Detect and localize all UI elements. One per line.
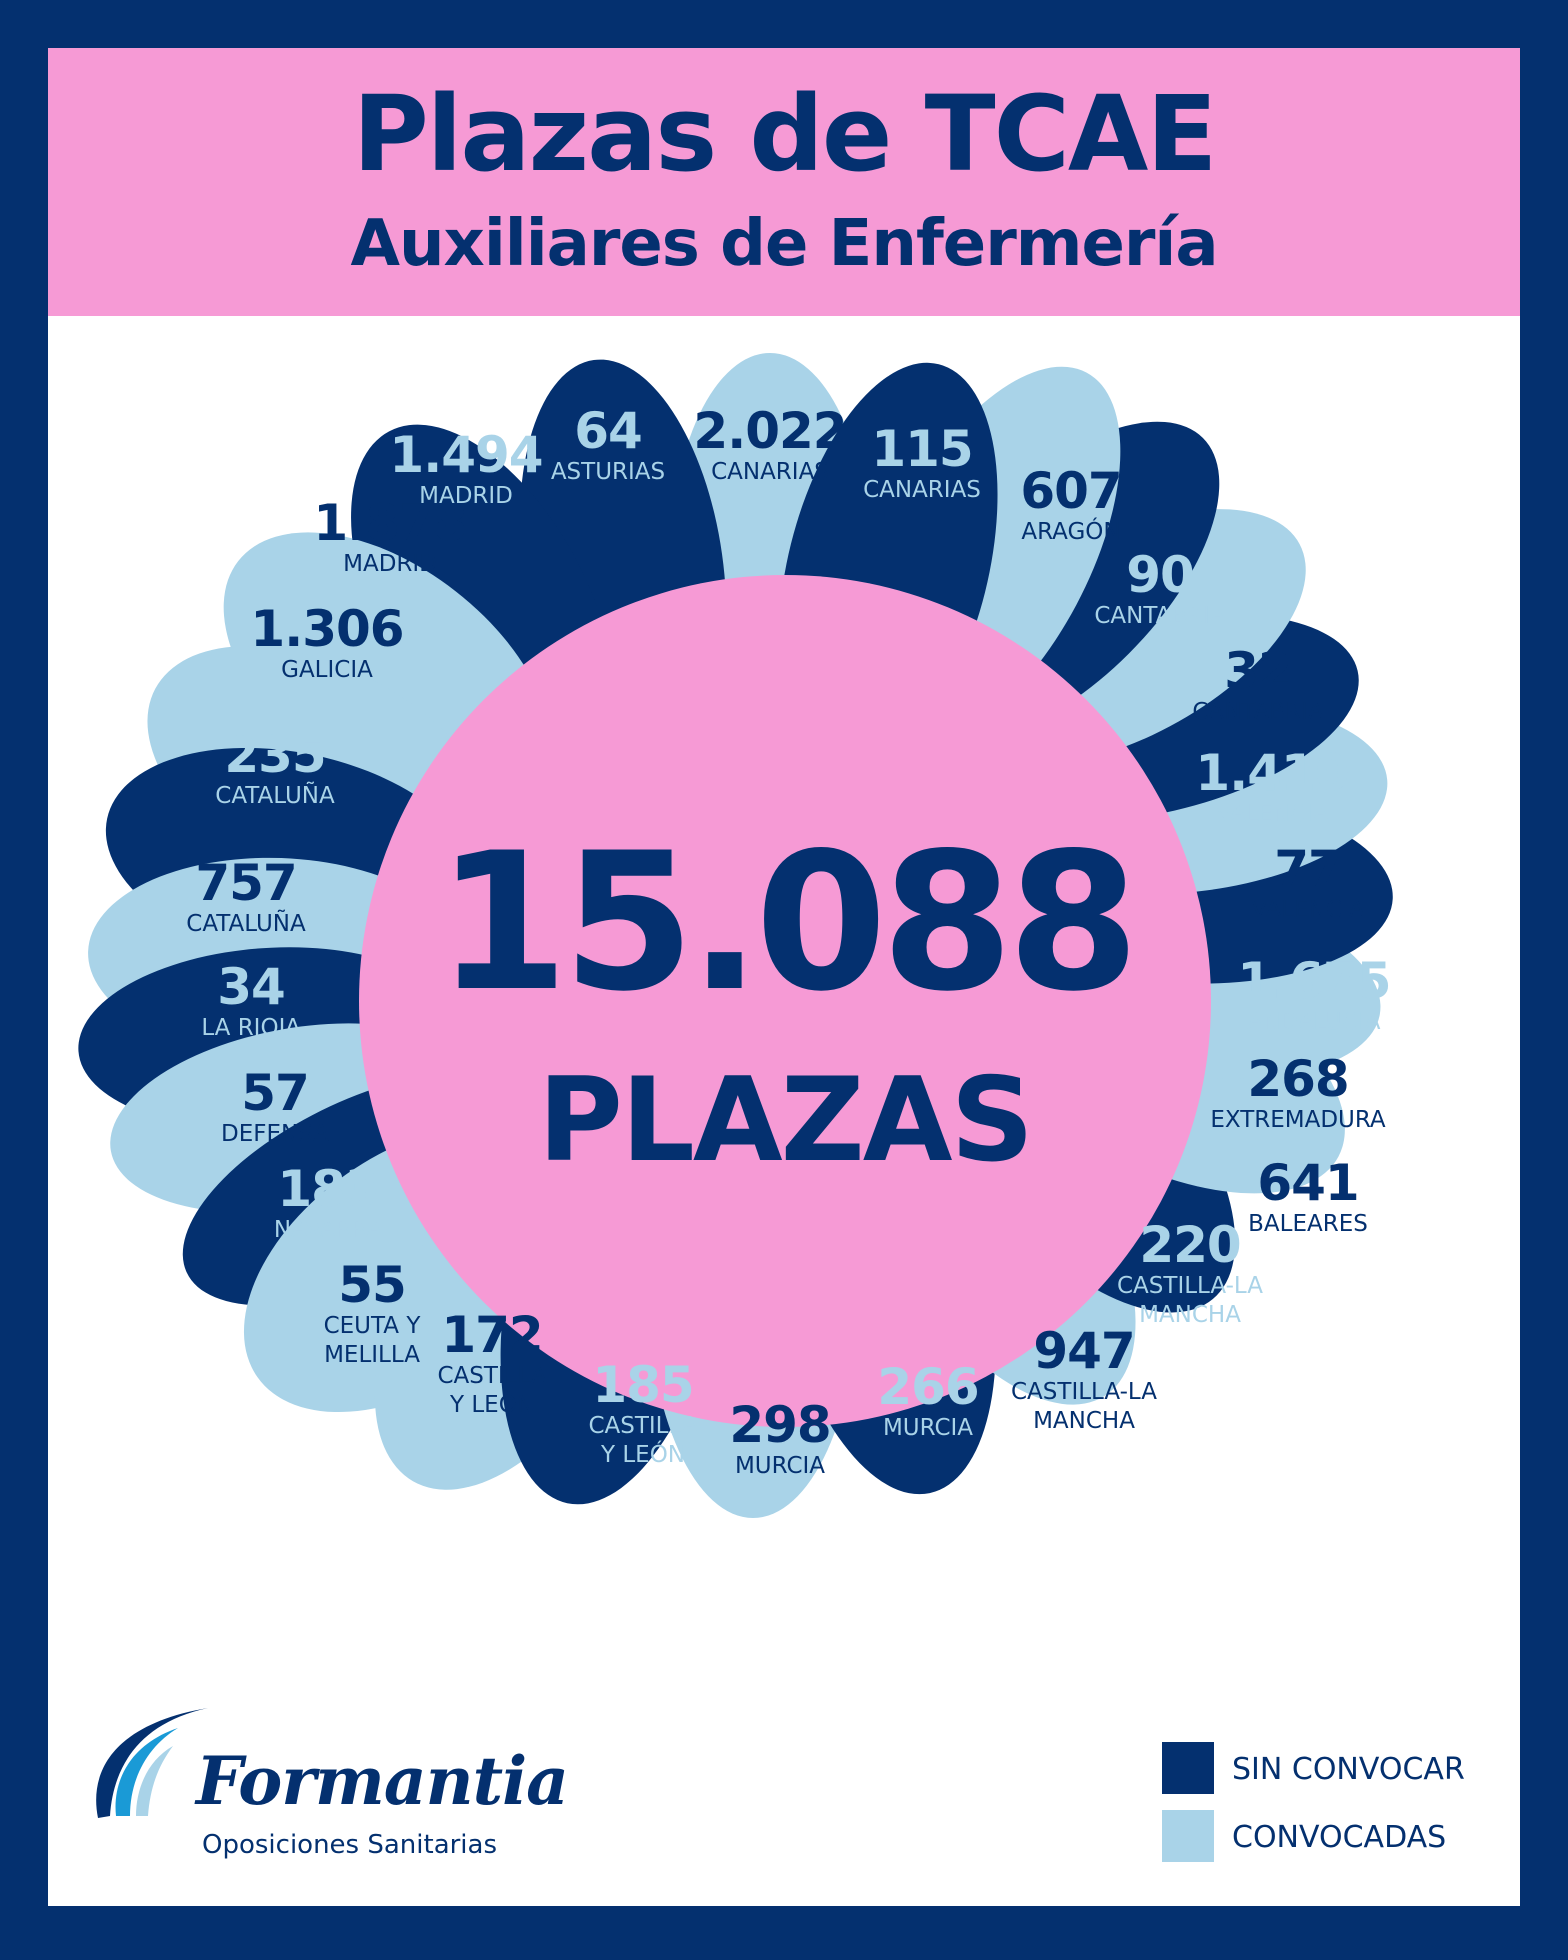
- total-plazas-label: PLAZAS: [537, 1053, 1034, 1188]
- petal-label-canarias-convocadas: 2.022 CANARIAS: [693, 402, 847, 485]
- swoosh-icon: [96, 1708, 208, 1818]
- petal-label-navarra: 183 NAVARRA: [273, 1160, 383, 1243]
- petal-label-galicia: 1.306 GALICIA: [250, 600, 404, 683]
- petal-label-asturias: 64 ASTURIAS: [550, 402, 666, 485]
- legend-swatch-light-blue: [1162, 1810, 1214, 1862]
- formantia-logo: Formantia Oposiciones Sanitarias: [78, 1698, 569, 1868]
- petal-label-castilla-la-mancha-sin-convocar: 220 CASTILLA-LA MANCHA: [1117, 1216, 1263, 1329]
- legend-label: SIN CONVOCAR: [1232, 1752, 1465, 1787]
- petal-label-castilla-leon-convocadas: 172 CASTILLA Y LEÓN: [437, 1306, 547, 1419]
- petal-label-baleares: 641 BALEARES: [1248, 1154, 1368, 1237]
- page-title: Plazas de TCAE: [352, 73, 1218, 195]
- logo-wordmark: Formantia: [196, 1742, 569, 1820]
- petal-label-madrid-convocadas: 1.878 MADRID: [313, 494, 467, 577]
- petal-label-cataluna-convocadas: 757 CATALUÑA: [186, 854, 306, 937]
- petal-label-extremadura: 268 EXTREMADURA: [1210, 1050, 1386, 1133]
- total-plazas-number: 15.088: [436, 812, 1139, 1033]
- petal-label-valencia-sin-convocar: 1.410 VALENCIA: [1195, 744, 1349, 827]
- petal-label-la-rioja: 34 LA RIOJA: [201, 958, 301, 1041]
- petal-label-ceuta-melilla: 55 CEUTA Y MELILLA: [323, 1256, 421, 1369]
- petal-label-cantabria-convocadas: 32 CANTABRIA: [1192, 642, 1324, 725]
- flower-chart: 15.088 PLAZAS 64 ASTURIAS 2.022 CANARIAS…: [48, 48, 1520, 1906]
- logo-tagline: Oposiciones Sanitarias: [202, 1830, 498, 1860]
- petal-label-valencia-convocadas: 77 VALENCIA: [1251, 840, 1365, 923]
- petal-label-madrid-sin-convocar: 1.494 MADRID: [389, 426, 543, 509]
- infographic-frame: Plazas de TCAE Auxiliares de Enfermería: [48, 48, 1520, 1906]
- legend-swatch-navy: [1162, 1742, 1214, 1794]
- petal-label-defensa: 57 DEFENSA: [221, 1064, 329, 1147]
- petal-label-castilla-la-mancha-convocadas: 947 CASTILLA-LA MANCHA: [1011, 1322, 1157, 1435]
- petal-label-cataluna-sin-convocar: 235 CATALUÑA: [215, 726, 335, 809]
- petal-label-cantabria-sin-convocar: 90 CANTABRIA: [1094, 546, 1226, 629]
- petal-label-canarias-sin-convocar: 115 CANARIAS: [863, 420, 981, 503]
- header-banner: Plazas de TCAE Auxiliares de Enfermería: [48, 48, 1520, 316]
- petal-label-murcia-sin-convocar: 266 MURCIA: [877, 1358, 979, 1441]
- legend-label: CONVOCADAS: [1232, 1820, 1447, 1855]
- page-subtitle: Auxiliares de Enfermería: [350, 207, 1218, 281]
- center-circle: [359, 575, 1211, 1427]
- petal-label-aragon: 607 ARAGÓN: [1020, 462, 1122, 545]
- petal-label-andalucia: 1.675 ANDALUCÍA: [1237, 952, 1391, 1035]
- petal-label-castilla-leon-sin-convocar: 185 CASTILLA Y LEÓN: [588, 1356, 698, 1469]
- petal-label-murcia-convocadas: 298 MURCIA: [729, 1396, 831, 1479]
